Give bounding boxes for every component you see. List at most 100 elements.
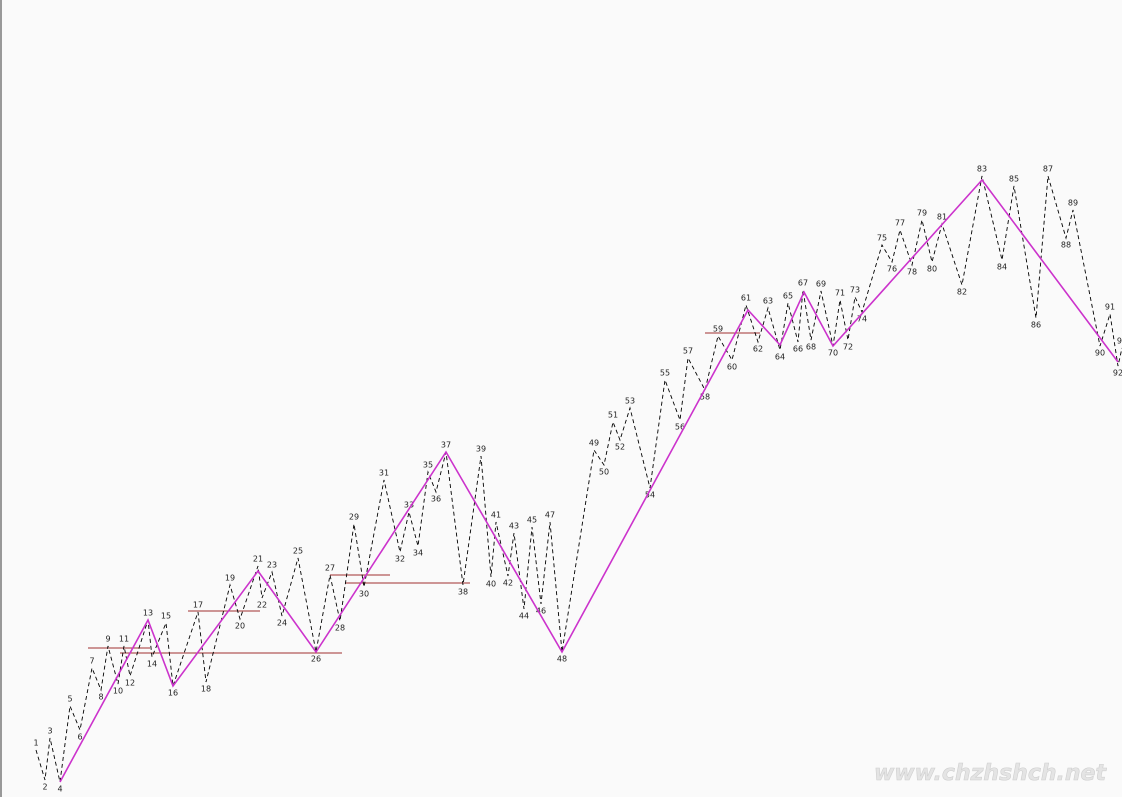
point-label: 2 bbox=[42, 783, 47, 792]
point-label: 58 bbox=[700, 393, 710, 402]
point-label: 33 bbox=[404, 501, 414, 510]
point-label: 28 bbox=[335, 624, 345, 633]
point-label: 86 bbox=[1031, 321, 1041, 330]
point-label: 63 bbox=[763, 297, 773, 306]
point-label: 59 bbox=[713, 325, 723, 334]
point-label: 51 bbox=[608, 411, 618, 420]
point-label: 74 bbox=[857, 315, 867, 324]
point-label: 57 bbox=[683, 347, 693, 356]
point-label: 32 bbox=[395, 555, 405, 564]
point-label: 26 bbox=[311, 655, 321, 664]
point-label: 45 bbox=[527, 516, 537, 525]
point-label: 56 bbox=[675, 423, 685, 432]
point-label: 20 bbox=[235, 622, 245, 631]
point-label: 23 bbox=[267, 561, 277, 570]
point-label: 6 bbox=[77, 733, 82, 742]
point-label: 9 bbox=[105, 635, 110, 644]
point-label: 72 bbox=[843, 343, 853, 352]
point-label: 48 bbox=[557, 655, 567, 664]
level-lines bbox=[88, 332, 760, 654]
point-label: 76 bbox=[887, 265, 897, 274]
point-label: 24 bbox=[277, 619, 287, 628]
point-label: 19 bbox=[225, 574, 235, 583]
point-label: 71 bbox=[835, 289, 845, 298]
point-label: 16 bbox=[168, 689, 178, 698]
point-label: 88 bbox=[1061, 241, 1071, 250]
point-label: 92 bbox=[1113, 369, 1122, 378]
point-label: 68 bbox=[806, 343, 816, 352]
point-label: 7 bbox=[89, 657, 94, 666]
point-label: 93 bbox=[1117, 337, 1122, 346]
zigzag-line bbox=[59, 178, 1119, 783]
point-label: 5 bbox=[67, 695, 72, 704]
point-label: 55 bbox=[660, 369, 670, 378]
point-label: 65 bbox=[783, 292, 793, 301]
point-label: 17 bbox=[193, 601, 203, 610]
point-label: 22 bbox=[257, 601, 267, 610]
point-label: 53 bbox=[625, 397, 635, 406]
point-label: 42 bbox=[503, 579, 513, 588]
point-label: 66 bbox=[793, 345, 803, 354]
point-label: 49 bbox=[589, 439, 599, 448]
point-label: 52 bbox=[615, 443, 625, 452]
point-label: 62 bbox=[753, 345, 763, 354]
point-label: 54 bbox=[645, 491, 655, 500]
point-label: 15 bbox=[161, 612, 171, 621]
point-label: 36 bbox=[431, 495, 441, 504]
point-label: 61 bbox=[741, 294, 751, 303]
point-label: 35 bbox=[423, 461, 433, 470]
point-label: 8 bbox=[98, 693, 103, 702]
point-label: 25 bbox=[293, 547, 303, 556]
point-label: 11 bbox=[119, 635, 129, 644]
point-label: 77 bbox=[895, 219, 905, 228]
point-label: 85 bbox=[1009, 175, 1019, 184]
point-label: 41 bbox=[491, 511, 501, 520]
point-label: 69 bbox=[816, 280, 826, 289]
point-label: 70 bbox=[828, 349, 838, 358]
point-label: 18 bbox=[201, 685, 211, 694]
point-label: 84 bbox=[997, 263, 1007, 272]
point-label: 34 bbox=[413, 549, 423, 558]
point-label: 3 bbox=[47, 727, 52, 736]
point-label: 39 bbox=[476, 445, 486, 454]
point-label: 38 bbox=[458, 588, 468, 597]
point-label: 78 bbox=[907, 268, 917, 277]
point-label: 90 bbox=[1095, 349, 1105, 358]
price-line bbox=[35, 175, 1122, 783]
point-label: 1 bbox=[33, 739, 38, 748]
point-label: 10 bbox=[113, 687, 123, 696]
point-label: 60 bbox=[727, 363, 737, 372]
left-border bbox=[0, 0, 2, 797]
point-label: 73 bbox=[850, 286, 860, 295]
point-label: 29 bbox=[349, 513, 359, 522]
point-label: 47 bbox=[545, 511, 555, 520]
point-label: 87 bbox=[1043, 165, 1053, 174]
point-label: 91 bbox=[1105, 303, 1115, 312]
point-label: 80 bbox=[927, 265, 937, 274]
point-label: 64 bbox=[775, 353, 785, 362]
watermark: www.chzhshch.net bbox=[874, 761, 1107, 786]
point-label: 79 bbox=[917, 209, 927, 218]
point-label: 75 bbox=[877, 234, 887, 243]
point-label: 14 bbox=[147, 660, 157, 669]
point-label: 4 bbox=[57, 785, 62, 794]
point-label: 40 bbox=[486, 580, 496, 589]
point-label: 44 bbox=[519, 612, 529, 621]
point-label: 43 bbox=[509, 522, 519, 531]
point-label: 31 bbox=[379, 469, 389, 478]
point-label: 89 bbox=[1068, 199, 1078, 208]
point-label: 81 bbox=[937, 213, 947, 222]
point-label: 12 bbox=[125, 679, 135, 688]
point-label: 37 bbox=[441, 441, 451, 450]
point-label: 46 bbox=[536, 607, 546, 616]
point-label: 21 bbox=[253, 555, 263, 564]
point-label: 27 bbox=[325, 564, 335, 573]
point-label: 30 bbox=[359, 590, 369, 599]
point-label: 13 bbox=[143, 609, 153, 618]
point-label: 83 bbox=[977, 165, 987, 174]
point-label: 50 bbox=[599, 468, 609, 477]
point-label: 82 bbox=[957, 288, 967, 297]
point-label: 67 bbox=[798, 279, 808, 288]
